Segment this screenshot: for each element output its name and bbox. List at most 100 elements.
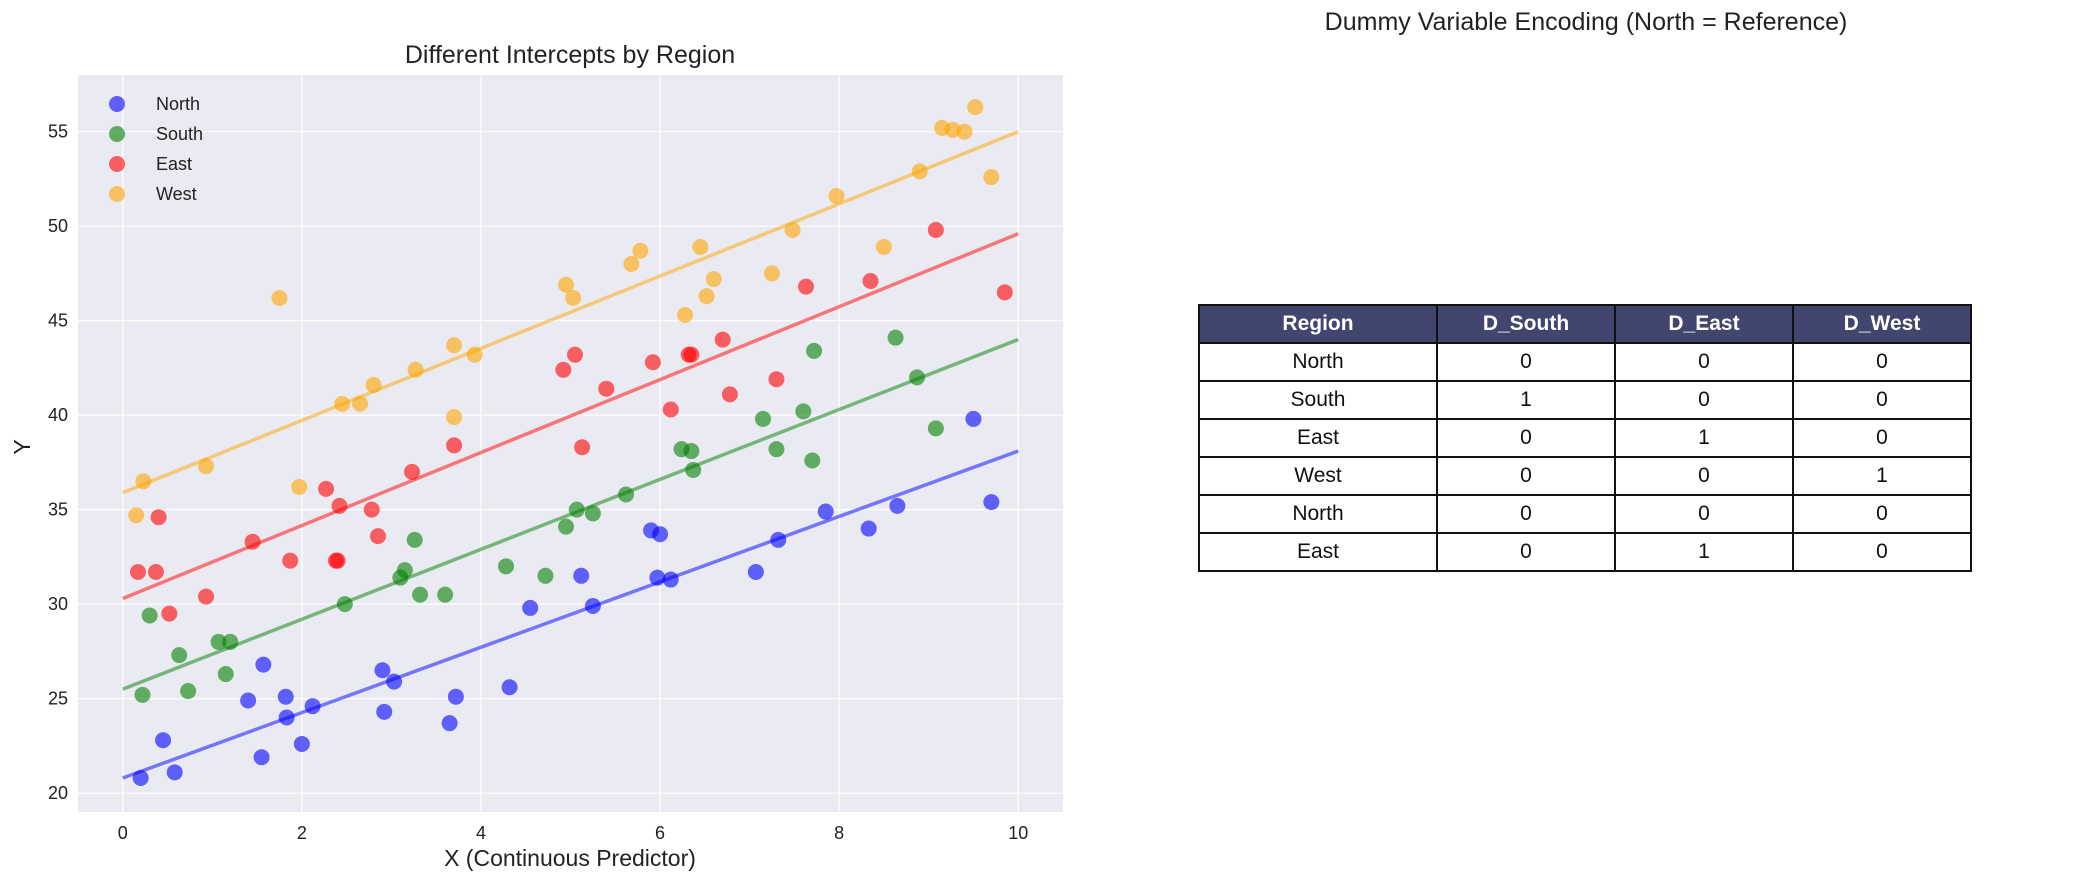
point-west [558,276,575,293]
x-tick-label: 8 [834,823,844,843]
point-north [747,564,764,581]
point-south [134,686,151,703]
point-north [304,698,321,715]
point-east [244,533,261,550]
header-d-south: D_South [1436,304,1616,344]
point-south [171,647,188,664]
point-east [150,509,167,526]
point-east [574,439,591,456]
point-west [632,242,649,259]
point-north [573,567,590,584]
y-tick-label: 35 [48,500,68,520]
point-west [983,169,1000,186]
point-east [683,346,700,363]
point-west [828,187,845,204]
point-north [376,703,393,720]
point-west [623,255,640,272]
point-south [584,505,601,522]
point-east [768,371,785,388]
table-cell: 1 [1436,380,1616,420]
point-west [911,163,928,180]
point-south [568,501,585,518]
point-west [271,289,288,306]
point-south [180,683,197,700]
point-east [721,386,738,403]
point-south [412,586,429,603]
fit-line-west [122,130,1019,495]
legend-marker-east [109,156,125,172]
table-cell: South [1198,380,1438,420]
legend-label-south: South [156,124,203,144]
point-east [714,331,731,348]
point-south [618,486,635,503]
point-north [817,503,834,520]
table-row: South 1 0 0 [1198,380,1972,420]
table-cell: 0 [1436,532,1616,572]
x-tick-label: 6 [655,823,665,843]
point-south [795,403,812,420]
point-south [887,329,904,346]
point-east [798,278,815,295]
y-tick-label: 55 [48,122,68,142]
point-east [404,463,421,480]
table-cell: East [1198,532,1438,572]
table-cell: 0 [1614,342,1794,382]
legend-label-north: North [156,94,200,114]
chart-title: Different Intercepts by Region [405,41,735,69]
point-north [441,715,458,732]
table-cell: 0 [1792,380,1972,420]
point-west [677,306,694,323]
point-south [437,586,454,603]
point-west [291,478,308,495]
point-west [692,238,709,255]
legend-marker-west [109,186,125,202]
table-cell: 0 [1436,494,1616,534]
x-tick-label: 10 [1008,823,1028,843]
point-east [644,354,661,371]
point-south [222,633,239,650]
point-south [806,342,823,359]
point-east [927,221,944,238]
point-north [501,679,518,696]
y-axis-ticks: 20 25 30 35 40 45 50 55 [48,122,68,803]
point-west [784,221,801,238]
point-south [755,410,772,427]
point-north [649,569,666,586]
header-d-east: D_East [1614,304,1794,344]
point-south [927,420,944,437]
table-header-row: Region D_South D_East D_West [1198,304,1972,344]
point-east [996,284,1013,301]
table-cell: 0 [1792,418,1972,458]
table-cell: 0 [1614,456,1794,496]
legend-marker-north [109,96,125,112]
point-east [198,588,215,605]
table-cell: 0 [1792,494,1972,534]
table-row: North 0 0 0 [1198,494,1972,534]
point-north [522,599,539,616]
point-east [446,437,463,454]
point-west [334,395,351,412]
point-south [768,441,785,458]
point-south [683,443,700,460]
point-south [406,531,423,548]
point-south [498,558,515,575]
point-south [217,666,234,683]
legend-label-east: East [156,154,192,174]
point-west [365,376,382,393]
point-west [967,99,984,116]
header-region: Region [1198,304,1438,344]
point-east [555,361,572,378]
point-west [763,265,780,282]
point-east [566,346,583,363]
point-south [141,607,158,624]
point-east [129,564,146,581]
point-west [198,458,215,475]
point-north [155,732,172,749]
point-west [407,361,424,378]
table-cell: 0 [1614,380,1794,420]
point-west [705,271,722,288]
x-axis-ticks: 0 2 4 6 8 10 [118,823,1028,843]
table-cell: 0 [1436,342,1616,382]
point-east [282,552,299,569]
